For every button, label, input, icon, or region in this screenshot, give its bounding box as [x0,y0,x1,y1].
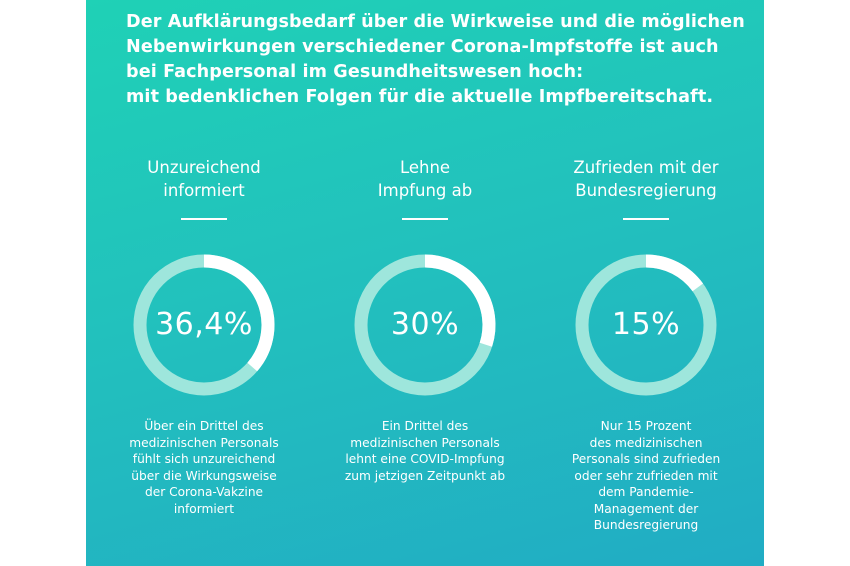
donut-svg [354,254,496,396]
donut-value-label: 30% [390,307,460,342]
stat-description: Nur 15 Prozent des medizinischen Persona… [571,419,721,532]
stat-column-informiert: Unzureichend informiert 36,4% Über ein D… [104,156,304,517]
stat-title: Unzureichend informiert [147,158,261,200]
headline-line: bei Fachpersonal im Gesundheitswesen hoc… [126,62,584,82]
stat-title: Lehne Impfung ab [377,158,473,200]
stat-title: Zufrieden mit der Bundesregierung [573,158,719,200]
stat-description: Ein Drittel des medizinischen Personals … [344,419,506,483]
donut-chart: 36,4% [129,250,279,400]
stat-column-bundesregierung: Zufrieden mit der Bundesregierung 15% Nu… [546,156,746,534]
donut-value-arc [203,254,275,372]
donut-value-label: 36,4% [155,307,253,342]
donut-chart: 15% [571,250,721,400]
donut-value-arc [645,254,704,292]
donut-chart: 30% [350,250,500,400]
title-divider [181,218,227,220]
stat-column-impfung: Lehne Impfung ab 30% Ein Drittel des med… [325,156,525,484]
donut-value-arc [424,254,496,347]
stat-description: Über ein Drittel des medizinischen Perso… [129,419,279,516]
headline-line: Nebenwirkungen verschiedener Corona-Impf… [126,37,719,57]
title-divider [623,218,669,220]
headline: Der Aufklärungsbedarf über die Wirkweise… [126,10,756,110]
donut-svg [133,254,275,396]
headline-line: mit bedenklichen Folgen für die aktuelle… [126,87,714,107]
headline-line: Der Aufklärungsbedarf über die Wirkweise… [126,12,745,32]
donut-svg [575,254,717,396]
title-divider [402,218,448,220]
infographic-panel: Der Aufklärungsbedarf über die Wirkweise… [86,0,764,566]
donut-value-label: 15% [611,307,681,342]
